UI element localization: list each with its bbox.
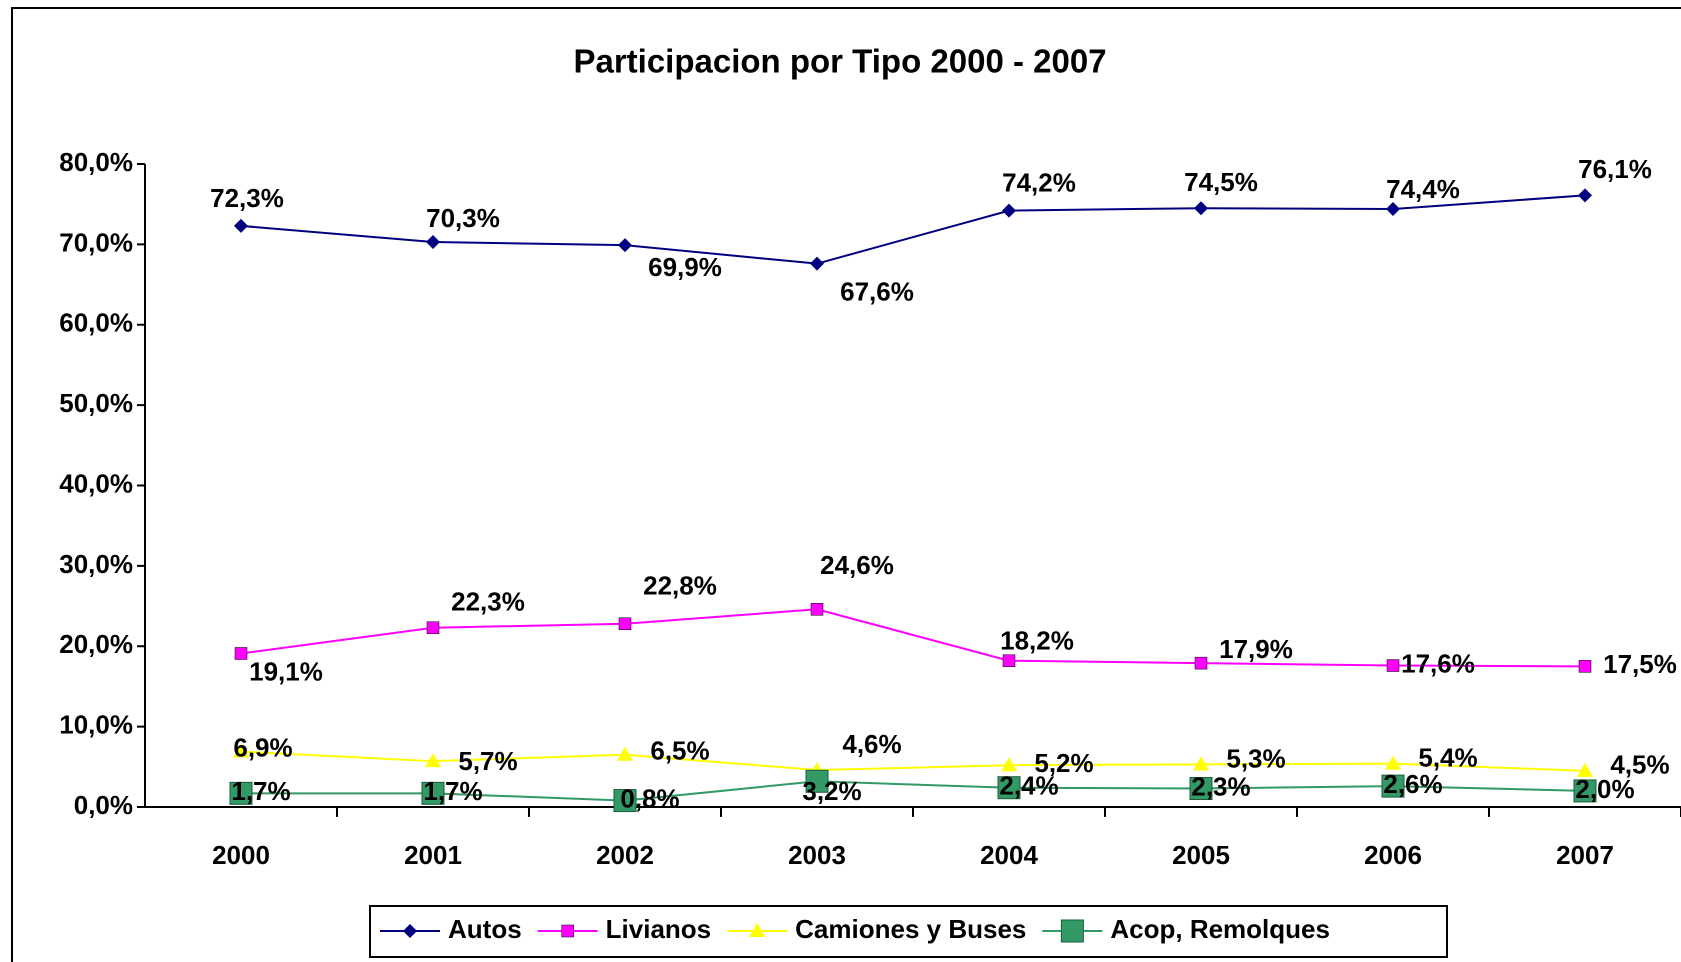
data-point xyxy=(421,781,445,805)
data-point xyxy=(1385,755,1401,770)
y-tick-label: 10,0% xyxy=(59,710,133,740)
legend-label: Livianos xyxy=(606,914,711,944)
data-label: 3,2% xyxy=(802,776,861,806)
data-point xyxy=(1189,777,1213,801)
data-point xyxy=(1194,201,1208,216)
data-label: 17,5% xyxy=(1603,649,1677,679)
data-point xyxy=(617,746,633,761)
legend-marker xyxy=(561,924,574,938)
data-label: 0,8% xyxy=(620,783,679,813)
x-tick-label: 2001 xyxy=(404,840,462,870)
y-tick-label: 40,0% xyxy=(59,468,133,498)
y-tick-label: 60,0% xyxy=(59,308,133,338)
data-point xyxy=(1002,203,1016,218)
data-label: 1,7% xyxy=(423,776,482,806)
data-point xyxy=(613,789,637,813)
data-label: 5,2% xyxy=(1034,748,1093,778)
data-label: 5,3% xyxy=(1226,743,1285,773)
data-point xyxy=(1386,202,1400,217)
x-tick-label: 2002 xyxy=(596,840,654,870)
data-label: 5,7% xyxy=(458,746,517,776)
data-label: 67,6% xyxy=(840,277,914,307)
data-point xyxy=(1193,756,1209,771)
y-tick-label: 30,0% xyxy=(59,549,133,579)
series-line xyxy=(241,780,1586,802)
data-label: 22,3% xyxy=(451,587,525,617)
chart-title: Participacion por Tipo 2000 - 2007 xyxy=(573,43,1106,80)
y-tick-label: 80,0% xyxy=(59,147,133,177)
x-tick-label: 2000 xyxy=(212,840,270,870)
series-line xyxy=(240,608,1586,668)
data-point xyxy=(1573,779,1597,803)
data-point xyxy=(1001,757,1017,772)
data-label: 74,2% xyxy=(1002,167,1076,197)
data-point xyxy=(1194,656,1208,670)
x-tick-label: 2005 xyxy=(1172,840,1230,870)
data-label: 2,0% xyxy=(1575,774,1634,804)
data-label: 2,4% xyxy=(999,771,1058,801)
data-label: 19,1% xyxy=(249,656,323,686)
data-label: 1,7% xyxy=(231,776,290,806)
data-point xyxy=(810,603,824,616)
x-tick-label: 2007 xyxy=(1556,840,1614,870)
data-point xyxy=(425,753,441,768)
data-point xyxy=(1386,659,1400,672)
legend-label: Autos xyxy=(448,914,522,944)
data-point xyxy=(997,776,1021,800)
data-point xyxy=(229,781,253,805)
data-label: 74,5% xyxy=(1184,167,1258,197)
legend-label: Acop, Remolques xyxy=(1110,914,1330,944)
data-point xyxy=(426,234,440,249)
data-label: 24,6% xyxy=(820,550,894,580)
y-tick-label: 0,0% xyxy=(74,790,133,820)
data-point xyxy=(1381,774,1405,798)
series-line xyxy=(240,194,1586,265)
data-point xyxy=(233,743,249,758)
data-label: 17,6% xyxy=(1401,648,1475,678)
x-tick-label: 2003 xyxy=(788,840,846,870)
data-point xyxy=(810,256,824,271)
data-label: 2,3% xyxy=(1191,771,1250,801)
data-label: 74,4% xyxy=(1386,174,1460,204)
data-label: 6,9% xyxy=(233,732,292,762)
data-point xyxy=(805,769,829,793)
legend-marker xyxy=(1060,919,1084,943)
y-tick-label: 20,0% xyxy=(59,629,133,659)
data-point xyxy=(234,218,248,233)
data-label: 69,9% xyxy=(648,252,722,282)
data-label: 72,3% xyxy=(210,183,284,213)
data-point xyxy=(1002,654,1016,667)
data-label: 22,8% xyxy=(643,571,717,601)
data-label: 6,5% xyxy=(650,736,709,766)
y-tick-label: 50,0% xyxy=(59,388,133,418)
series-line xyxy=(240,750,1586,772)
data-point xyxy=(618,238,632,253)
data-point xyxy=(234,647,248,660)
data-point xyxy=(1578,188,1592,203)
data-point xyxy=(426,621,440,635)
legend-label: Camiones y Buses xyxy=(795,914,1026,944)
data-label: 2,6% xyxy=(1383,769,1442,799)
y-tick-label: 70,0% xyxy=(59,227,133,257)
data-label: 17,9% xyxy=(1219,634,1293,664)
data-label: 76,1% xyxy=(1578,154,1652,184)
data-point xyxy=(1577,762,1593,777)
data-point xyxy=(1578,660,1592,673)
data-label: 4,6% xyxy=(842,729,901,759)
legend-marker xyxy=(749,923,766,937)
legend-marker xyxy=(403,924,417,938)
data-label: 70,3% xyxy=(426,203,500,233)
x-tick-label: 2006 xyxy=(1364,840,1422,870)
data-label: 4,5% xyxy=(1610,750,1669,780)
data-label: 18,2% xyxy=(1000,626,1074,656)
data-label: 5,4% xyxy=(1418,742,1477,772)
data-point xyxy=(618,617,632,630)
chart-border xyxy=(11,7,1681,962)
x-tick-label: 2004 xyxy=(980,840,1038,870)
